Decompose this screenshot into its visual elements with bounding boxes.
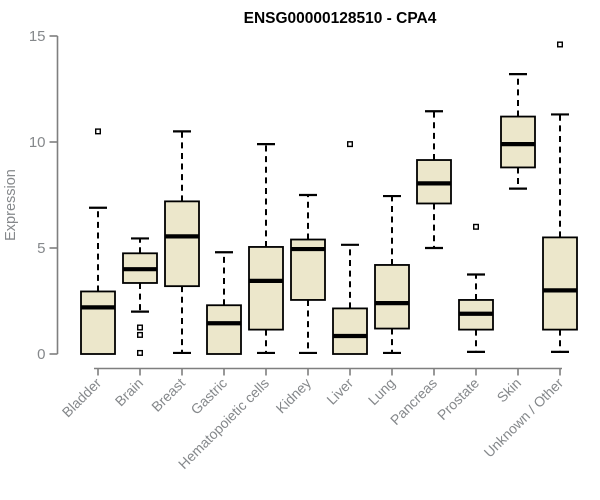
y-axis-title: Expression bbox=[3, 169, 19, 241]
y-tick-label: 0 bbox=[37, 346, 45, 363]
outlier-unknown-other bbox=[557, 41, 564, 48]
category-label-bladder: Bladder bbox=[59, 375, 105, 421]
box-gastric bbox=[206, 304, 242, 355]
outlier-brain bbox=[136, 331, 143, 338]
outlier-liver bbox=[347, 141, 354, 148]
outlier-bladder bbox=[94, 128, 101, 135]
outlier-brain bbox=[136, 324, 143, 331]
outlier-prostate bbox=[473, 223, 480, 230]
category-label-unknown-other: Unknown / Other bbox=[481, 375, 567, 461]
box-skin bbox=[500, 115, 536, 169]
y-tick-label: 10 bbox=[29, 134, 46, 151]
category-label-prostate: Prostate bbox=[434, 375, 482, 423]
category-label-skin: Skin bbox=[494, 375, 525, 406]
box-bladder bbox=[80, 290, 116, 355]
box-lung bbox=[374, 264, 410, 330]
category-label-kidney: Kidney bbox=[273, 375, 315, 417]
y-tick-label: 15 bbox=[29, 28, 46, 45]
box-breast bbox=[164, 200, 200, 288]
box-hematopoietic-cells bbox=[248, 246, 284, 331]
outlier-brain bbox=[136, 349, 143, 356]
category-label-breast: Breast bbox=[148, 375, 188, 415]
category-label-lung: Lung bbox=[365, 375, 398, 408]
category-label-pancreas: Pancreas bbox=[387, 375, 440, 428]
y-tick-label: 5 bbox=[37, 240, 45, 257]
box-liver bbox=[332, 307, 368, 355]
chart-title: ENSG00000128510 - CPA4 bbox=[244, 10, 437, 27]
category-label-liver: Liver bbox=[323, 375, 356, 408]
box-unknown-other bbox=[542, 236, 578, 331]
category-label-brain: Brain bbox=[112, 375, 146, 409]
